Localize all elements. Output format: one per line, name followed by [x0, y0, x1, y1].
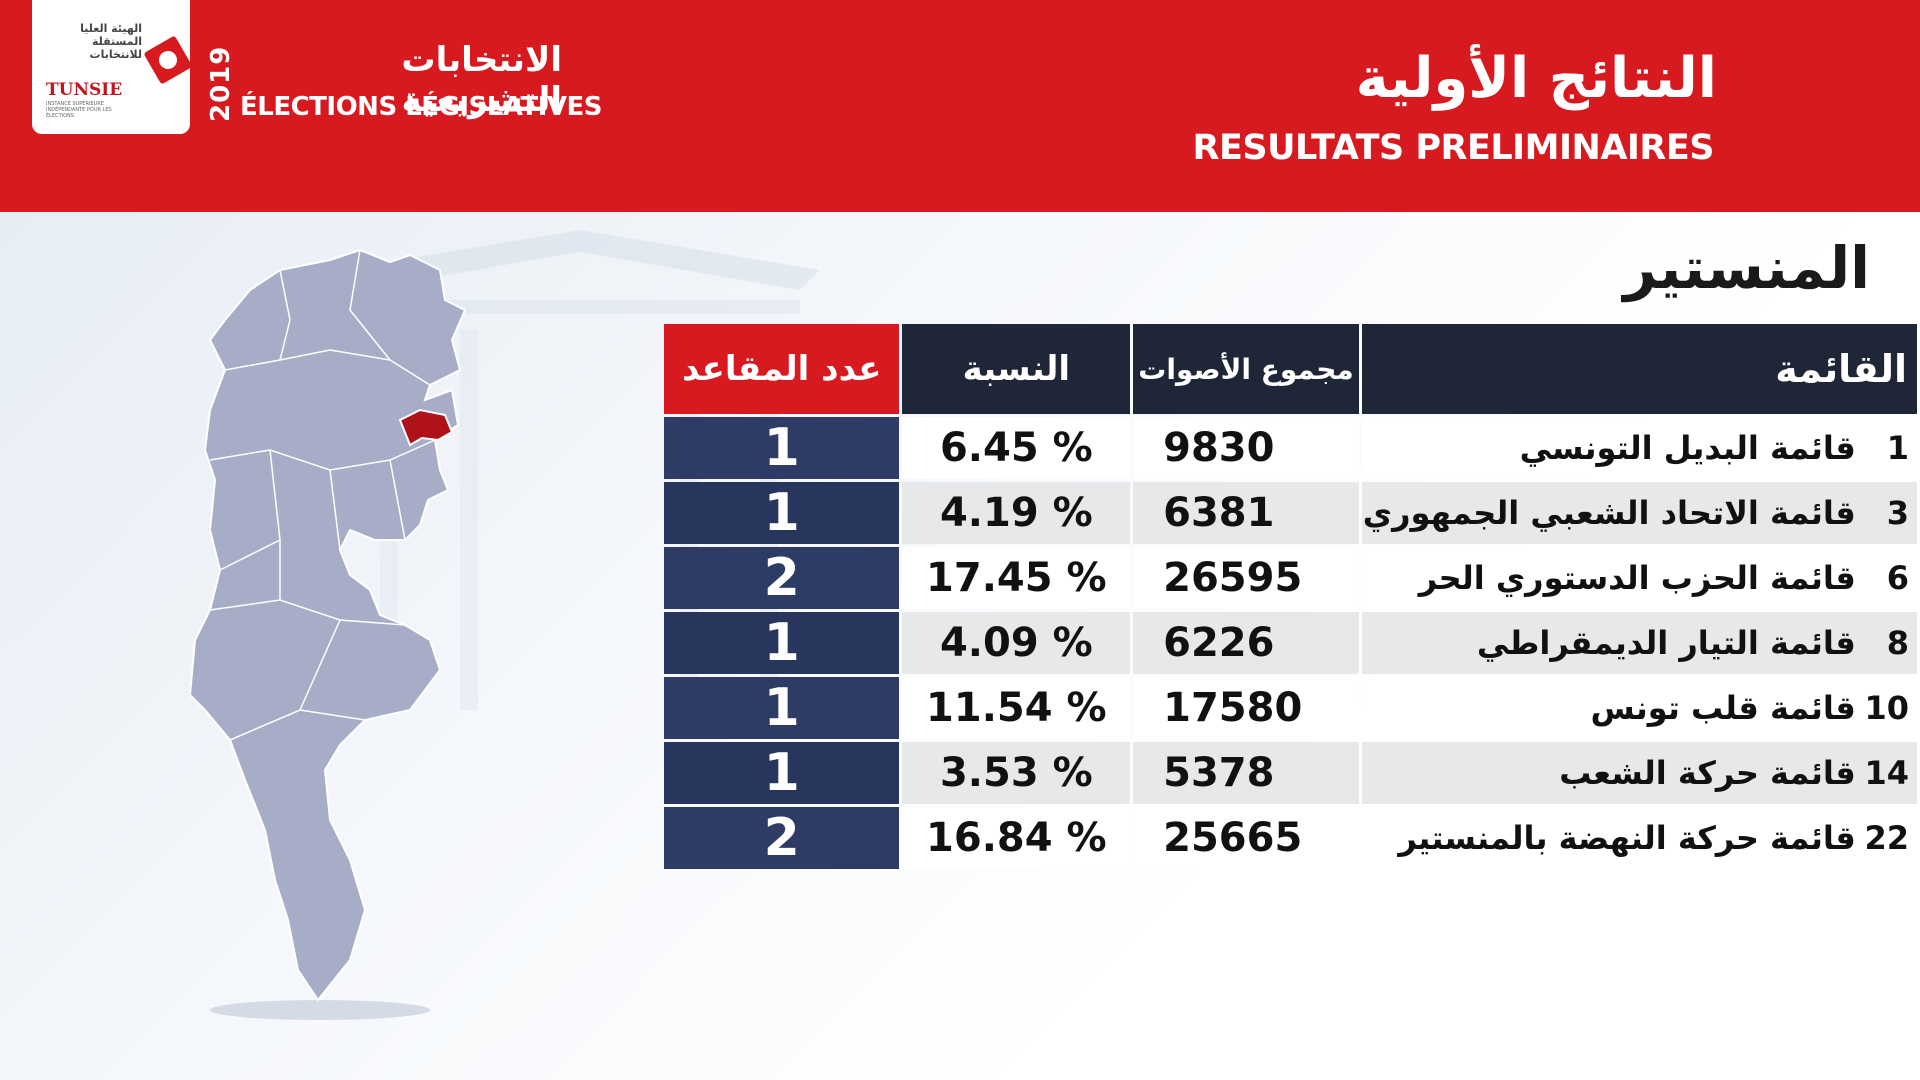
seats-cell: 2 — [664, 807, 900, 869]
header-seats: عدد المقاعد — [664, 324, 900, 414]
header-votes: مجموع الأصوات — [1133, 324, 1359, 414]
elections-title-arabic: الانتخابات التشريعية — [401, 40, 562, 120]
votes-cell: 26595 — [1133, 547, 1359, 609]
table-header-row: القائمة مجموع الأصوات النسبة عدد المقاعد — [664, 324, 1917, 414]
header-banner: الهيئة العليا المستقلة للانتخابات TUNSIE… — [0, 0, 1920, 212]
list-cell: 1 قائمة البديل التونسي — [1361, 417, 1917, 479]
list-cell: 8 قائمة التيار الديمقراطي — [1361, 612, 1917, 674]
seats-cell: 1 — [664, 417, 900, 479]
table-row: 22 قائمة حركة النهضة بالمنستير 25665 16.… — [664, 807, 1917, 869]
list-name: قائمة الاتحاد الشعبي الجمهوري — [1362, 494, 1856, 532]
votes-cell: 17580 — [1133, 677, 1359, 739]
list-number: 8 — [1886, 624, 1909, 662]
results-title-arabic: النتائج الأولية — [1355, 46, 1717, 111]
list-number: 10 — [1864, 689, 1909, 727]
list-name: قائمة الحزب الدستوري الحر — [1418, 559, 1856, 597]
percentage-cell: 11.54 % — [902, 677, 1131, 739]
header-list: القائمة — [1361, 324, 1917, 414]
list-name: قائمة حركة الشعب — [1559, 754, 1856, 792]
list-name: قائمة البديل التونسي — [1519, 429, 1856, 467]
list-cell: 22 قائمة حركة النهضة بالمنستير — [1361, 807, 1917, 869]
percentage-cell: 6.45 % — [902, 417, 1131, 479]
table-row: 1 قائمة البديل التونسي 9830 6.45 % 1 — [664, 417, 1917, 479]
isie-logo: الهيئة العليا المستقلة للانتخابات TUNSIE… — [32, 0, 193, 134]
table-row: 6 قائمة الحزب الدستوري الحر 26595 17.45 … — [664, 547, 1917, 609]
list-number: 22 — [1864, 819, 1909, 857]
list-number: 14 — [1864, 754, 1909, 792]
results-table: القائمة مجموع الأصوات النسبة عدد المقاعد… — [661, 321, 1920, 872]
region-title: المنستير — [1623, 234, 1870, 302]
votes-cell: 5378 — [1133, 742, 1359, 804]
seats-cell: 1 — [664, 482, 900, 544]
seats-cell: 1 — [664, 742, 900, 804]
table-row: 3 قائمة الاتحاد الشعبي الجمهوري 6381 4.1… — [664, 482, 1917, 544]
logo-brand: TUNSIE — [46, 80, 123, 100]
votes-cell: 9830 — [1133, 417, 1359, 479]
list-name: قائمة حركة النهضة بالمنستير — [1398, 819, 1856, 857]
logo-subtitle: INSTANCE SUPÉRIEURE INDÉPENDANTE POUR LE… — [46, 101, 112, 119]
tunisia-map — [190, 248, 467, 1020]
list-name: قائمة قلب تونس — [1590, 689, 1856, 727]
elections-title-french: ÉLECTIONS LÉGISLATIVES — [240, 92, 602, 122]
table-row: 10 قائمة قلب تونس 17580 11.54 % 1 — [664, 677, 1917, 739]
percentage-cell: 4.09 % — [902, 612, 1131, 674]
results-title-french: RESULTATS PRELIMINAIRES — [1192, 128, 1715, 168]
list-name: قائمة التيار الديمقراطي — [1476, 624, 1856, 662]
votes-cell: 25665 — [1133, 807, 1359, 869]
logo-arabic-text: الهيئة العليا المستقلة للانتخابات — [80, 22, 142, 61]
monastir-highlight — [398, 408, 454, 447]
list-cell: 3 قائمة الاتحاد الشعبي الجمهوري — [1361, 482, 1917, 544]
votes-cell: 6381 — [1133, 482, 1359, 544]
table-row: 8 قائمة التيار الديمقراطي 6226 4.09 % 1 — [664, 612, 1917, 674]
table-row: 14 قائمة حركة الشعب 5378 3.53 % 1 — [664, 742, 1917, 804]
list-cell: 14 قائمة حركة الشعب — [1361, 742, 1917, 804]
seats-cell: 1 — [664, 612, 900, 674]
list-cell: 10 قائمة قلب تونس — [1361, 677, 1917, 739]
header-percentage: النسبة — [902, 324, 1131, 414]
seats-cell: 1 — [664, 677, 900, 739]
list-number: 1 — [1886, 429, 1909, 467]
list-number: 3 — [1886, 494, 1909, 532]
percentage-cell: 16.84 % — [902, 807, 1131, 869]
flag-icon — [143, 35, 193, 85]
list-number: 6 — [1886, 559, 1909, 597]
percentage-cell: 3.53 % — [902, 742, 1131, 804]
seats-cell: 2 — [664, 547, 900, 609]
percentage-cell: 17.45 % — [902, 547, 1131, 609]
votes-cell: 6226 — [1133, 612, 1359, 674]
percentage-cell: 4.19 % — [902, 482, 1131, 544]
year-label: 2019 — [206, 45, 236, 122]
list-cell: 6 قائمة الحزب الدستوري الحر — [1361, 547, 1917, 609]
